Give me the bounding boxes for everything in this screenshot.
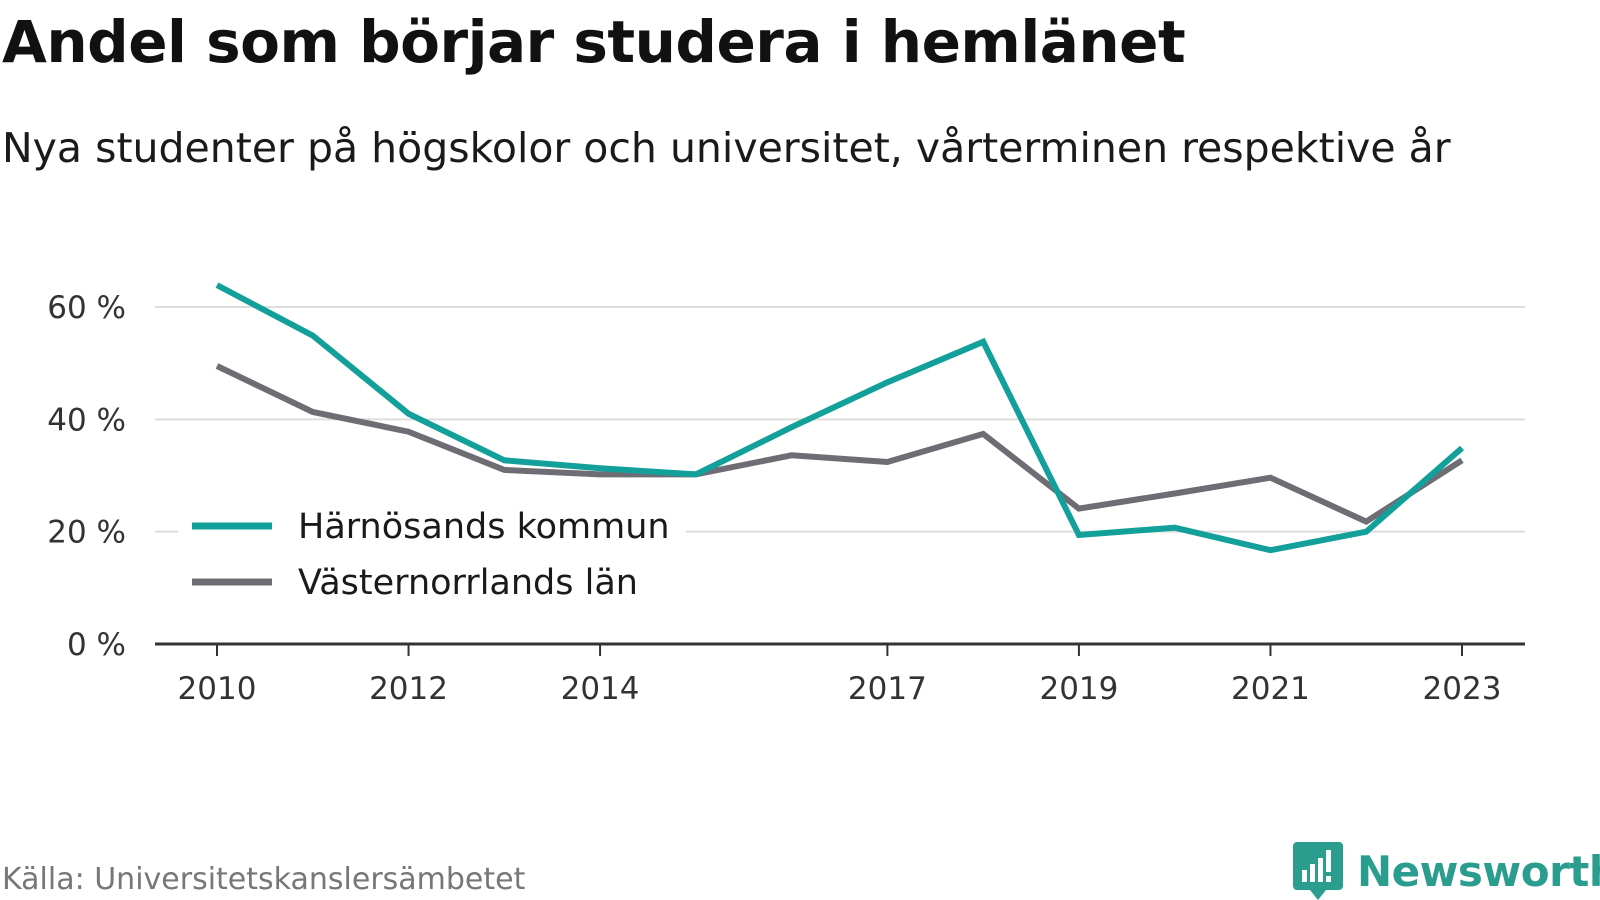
chart-title: Andel som börjar studera i hemlänet xyxy=(2,8,1186,76)
legend-background xyxy=(178,498,686,618)
axes: 0 % 20 % 40 % 60 % 2010 2012 2014 2017 2019 2021 2… xyxy=(47,290,1525,707)
series-line-2 xyxy=(215,363,1464,526)
brand-name: Newsworthy xyxy=(1357,846,1600,896)
x-tick-label: 2019 xyxy=(1039,671,1118,707)
newsworthy-logo: Newsworthy xyxy=(1293,842,1600,900)
x-tick-label: 2010 xyxy=(178,671,257,707)
x-tick-label: 2021 xyxy=(1231,671,1310,707)
series-line-1 xyxy=(215,282,1464,554)
legend-label: Härnösands kommun xyxy=(298,507,670,547)
bar-chart-icon xyxy=(1293,842,1343,900)
legend-label: Västernorrlands län xyxy=(298,563,638,603)
y-tick-label: 20 % xyxy=(47,515,126,551)
x-tick-label: 2012 xyxy=(369,671,448,707)
x-tick-label: 2023 xyxy=(1423,671,1502,707)
legend: Härnösands kommun Västernorrlands län xyxy=(178,498,686,618)
y-tick-label: 60 % xyxy=(47,290,126,326)
x-tick-label: 2017 xyxy=(848,671,927,707)
y-tick-label: 40 % xyxy=(47,402,126,438)
y-tick-label: 0 % xyxy=(67,627,126,663)
series-lines xyxy=(215,282,1464,554)
chart-subtitle: Nya studenter på högskolor och universit… xyxy=(2,124,1451,172)
source-note: Källa: Universitetskanslersämbetet xyxy=(2,862,526,897)
x-tick-label: 2014 xyxy=(561,671,640,707)
